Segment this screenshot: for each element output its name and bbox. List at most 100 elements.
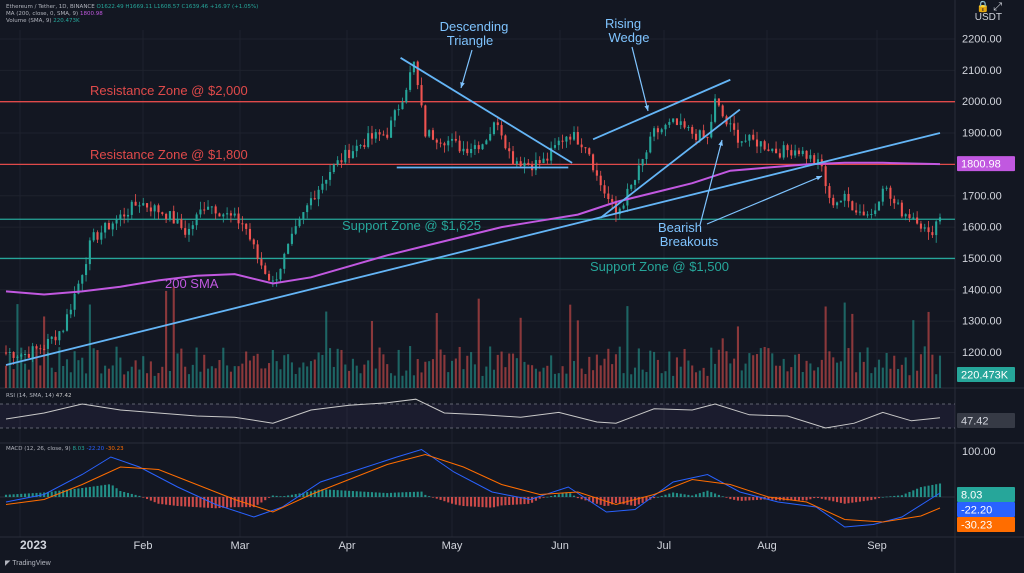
volume-bar xyxy=(119,357,122,388)
candle-body xyxy=(500,125,503,136)
macd-hist-bar xyxy=(572,495,576,497)
volume-bar xyxy=(702,367,705,388)
candle-body xyxy=(660,129,663,133)
macd-hist-bar xyxy=(534,497,537,501)
macd-hist-bar xyxy=(706,490,709,497)
candle-body xyxy=(519,161,522,167)
macd-hist-bar xyxy=(775,497,778,501)
candle-body xyxy=(149,207,152,212)
candle-body xyxy=(580,144,583,148)
expand-icon[interactable]: ⤢ xyxy=(993,0,1002,13)
support-1625-label: Support Zone @ $1,625 xyxy=(342,218,481,233)
volume-bar xyxy=(405,370,408,388)
descending-pointer-head xyxy=(460,82,465,88)
volume-bar xyxy=(694,372,698,388)
candle-body xyxy=(302,212,305,219)
volume-bar xyxy=(847,348,850,388)
rsi-header: RSI (14, SMA, 14) 47.42 xyxy=(6,393,71,400)
price-tick-label: 1600.00 xyxy=(962,222,1002,234)
macd-hist-bar xyxy=(264,497,267,501)
volume-bar xyxy=(588,356,591,388)
indicator-lines xyxy=(5,161,941,296)
candle-body xyxy=(794,150,797,156)
rsi-value: 47.42 xyxy=(55,393,72,399)
macd-hist-bar xyxy=(290,494,293,497)
candle-body xyxy=(20,354,23,357)
macd-hist-bar xyxy=(717,494,720,497)
candle-body xyxy=(416,61,419,86)
volume-bar xyxy=(123,374,126,388)
macd-hist-bar xyxy=(858,497,861,502)
volume-bar xyxy=(187,374,191,388)
macd-hist-bar xyxy=(553,495,557,497)
candle-body xyxy=(435,139,438,143)
candle-body xyxy=(633,180,637,185)
volume-bar xyxy=(672,375,675,388)
candle-body xyxy=(359,145,362,147)
macd-hist-bar xyxy=(359,491,362,497)
candle-body xyxy=(279,268,282,280)
candle-body xyxy=(8,352,11,354)
volume-bar xyxy=(420,372,423,388)
volume-bar xyxy=(210,366,213,388)
volume-bar xyxy=(50,367,53,388)
candle-body xyxy=(801,150,804,155)
candle-body xyxy=(367,133,370,147)
candle-body xyxy=(790,150,793,156)
volume-bar xyxy=(855,372,858,388)
volume-bar xyxy=(912,320,915,388)
candle-body xyxy=(54,336,57,341)
volume-bar xyxy=(12,369,15,388)
volume-value: 220.473K xyxy=(53,18,80,24)
volume-bar xyxy=(473,364,476,388)
macd-hist-bar xyxy=(877,497,881,499)
macd-hist-bar xyxy=(229,497,232,508)
macd-hist-bar xyxy=(374,492,377,497)
macd-hist-bar xyxy=(149,497,152,501)
macd-hist-bar xyxy=(630,497,633,506)
macd-hist-bar xyxy=(218,497,221,509)
volume-bar xyxy=(889,368,892,388)
lock-icon[interactable]: 🔒 xyxy=(976,0,990,13)
macd-hist-bar xyxy=(752,497,755,501)
macd-hist-bar xyxy=(809,497,812,500)
volume-bar xyxy=(489,346,492,388)
macd-header: MACD (12, 26, close, 9) 8.03 -22.20 -30.… xyxy=(6,446,124,453)
volume-bar xyxy=(214,368,217,388)
candle-body xyxy=(511,151,515,164)
macd-hist-bar xyxy=(874,497,877,500)
candle-body xyxy=(393,110,396,121)
macd-hist-bar xyxy=(733,497,736,500)
descending-label-2: Triangle xyxy=(447,33,493,48)
candle-body xyxy=(611,199,614,202)
macd-hist-bar xyxy=(771,497,774,500)
candle-body xyxy=(721,105,724,117)
macd-hist-bar xyxy=(603,497,606,506)
candle-body xyxy=(256,244,259,260)
candle-body xyxy=(298,218,301,227)
macd-hist-bar xyxy=(912,490,915,497)
volume-bar xyxy=(752,355,755,388)
volume-bar xyxy=(359,373,362,388)
macd-hist-bar xyxy=(462,497,465,506)
candle-body xyxy=(77,283,80,294)
candle-body xyxy=(123,214,126,217)
candle-body xyxy=(858,211,861,213)
volume-bar xyxy=(279,369,282,388)
macd-hist-bar xyxy=(222,497,225,508)
volume-bar xyxy=(675,357,679,388)
macd-hist-bar xyxy=(542,497,545,498)
price-tick-label: 1500.00 xyxy=(962,253,1002,265)
volume-bar xyxy=(462,369,465,388)
bearish-label-2: Breakouts xyxy=(660,234,719,249)
price-tick-label: 2000.00 xyxy=(962,96,1002,108)
candle-body xyxy=(485,140,488,145)
volume-bar xyxy=(698,370,701,388)
time-tick-label: May xyxy=(442,540,463,552)
price-axis: 2200.002100.002000.001900.001800.001700.… xyxy=(957,34,1015,532)
candle-body xyxy=(321,183,324,190)
macd-hist-bar xyxy=(65,489,69,497)
volume-bar xyxy=(96,350,99,388)
candle-body xyxy=(836,202,839,206)
